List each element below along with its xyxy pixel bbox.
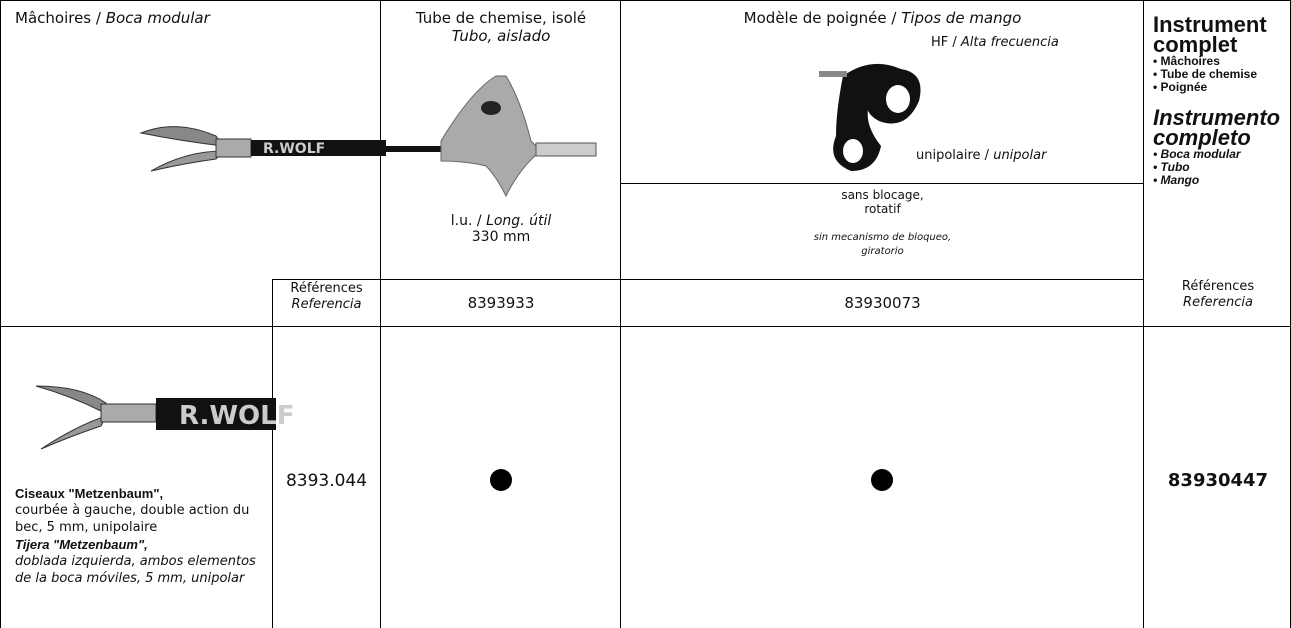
divider [1,326,1290,327]
label-es: Referencia [1183,295,1253,310]
line: sin mecanismo de bloqueo, [813,232,952,243]
label-fr: unipolaire / [916,148,990,163]
label-es: Alta frecuencia [960,35,1059,50]
length-fr: l.u. / [450,213,482,229]
line: giratorio [861,246,904,257]
hf-label: HF / Alta frecuencia [931,35,1059,50]
label-fr: Références [290,281,363,296]
label-fr: HF / [931,35,957,50]
tube-reference: 8393933 [467,294,535,312]
title-fr: Instrument complet [1153,12,1267,57]
row-code: 8393.044 [285,471,368,491]
tube-length: l.u. / Long. útil 330 mm [381,213,621,245]
included-dot [871,469,893,491]
item: • Tube de chemise [1153,67,1258,81]
desc-es: doblada izquierda, ambos elementos de la… [15,554,256,586]
complete-heading: Instrument complet • Mâchoires • Tube de… [1153,12,1290,187]
label-fr: Références [1181,279,1255,294]
title-es: Instrumento completo [1153,105,1281,150]
divider [620,1,621,628]
name-fr: Ciseaux "Metzenbaum", [15,486,164,501]
label-es: Referencia [291,297,362,312]
item: • Mâchoires [1153,54,1220,68]
heading-fr: Mâchoires / [15,9,101,27]
divider [620,183,1144,184]
name-es: Tijera "Metzenbaum", [15,537,148,552]
line: rotatif [864,202,901,216]
heading-fr: Tube de chemise, isolé [415,9,587,27]
brand-label: R.WOLF [179,401,295,431]
length-es: Long. útil [486,213,552,229]
divider [1143,1,1144,628]
item: • Poignée [1153,80,1208,94]
row-complete-code: 83930447 [1167,470,1269,491]
brand-label: R.WOLF [263,141,325,157]
divider [272,279,273,628]
handle-reference: 83930073 [844,294,921,312]
item: • Mango [1153,173,1200,187]
jaws-heading: Mâchoires / Boca modular [15,9,210,27]
heading-es: Boca modular [105,9,210,27]
unipolar-label: unipolaire / unipolar [916,148,1046,163]
heading-es: Tipos de mango [901,9,1022,27]
divider [272,279,1144,280]
line: sans blocage, [841,188,924,202]
row-description: Ciseaux "Metzenbaum", courbée à gauche, … [15,485,267,587]
lock-es: sin mecanismo de bloqueo, giratorio [621,231,1144,259]
heading-fr: Modèle de poignée / [743,9,897,27]
handle-heading: Modèle de poignée / Tipos de mango [621,9,1144,27]
heading-es: Tubo, aislado [451,27,551,45]
item: • Tubo [1153,160,1190,174]
lock-fr: sans blocage, rotatif [621,188,1144,216]
item: • Boca modular [1153,147,1241,161]
references-label: Références Referencia [273,281,380,313]
divider [380,1,381,628]
included-dot [490,469,512,491]
desc-fr: courbée à gauche, double action du bec, … [15,503,250,535]
label-es: unipolar [993,148,1047,163]
references-label: Références Referencia [1144,279,1290,311]
length-value: 330 mm [471,229,531,245]
tube-heading: Tube de chemise, isolé Tubo, aislado [381,9,621,45]
